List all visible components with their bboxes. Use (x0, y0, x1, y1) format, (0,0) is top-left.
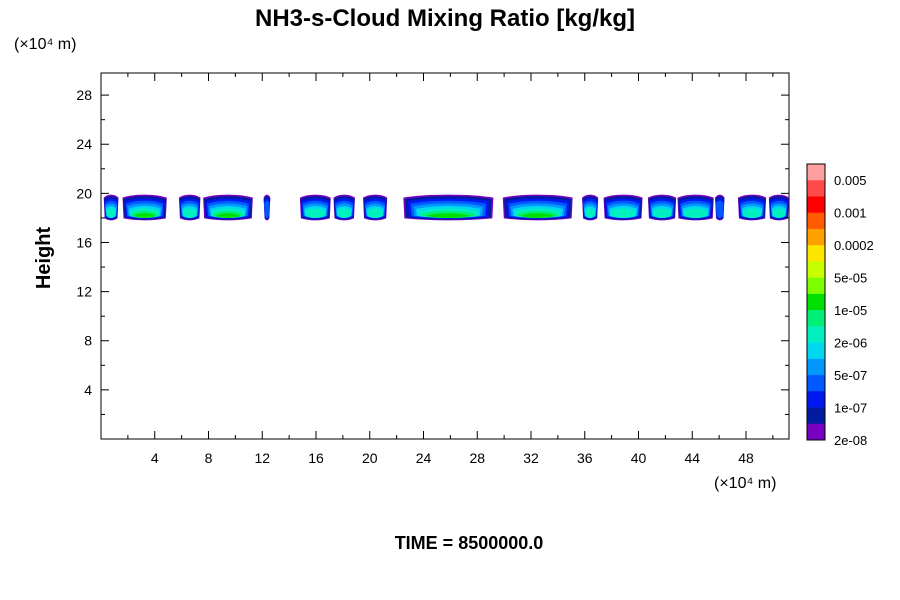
cloud-contour-level (367, 208, 384, 219)
cloud-blob (263, 194, 271, 221)
cloud-contour-level (742, 208, 762, 219)
colorbar-swatch (807, 196, 825, 214)
x-tick-label: 20 (362, 450, 378, 466)
cloud-blob (768, 194, 789, 221)
cloud-blob (582, 194, 599, 221)
cloud-contour-level (264, 200, 270, 219)
colorbar-swatch (807, 277, 825, 295)
cloud-contour-level (182, 208, 197, 219)
x-tick-label: 44 (684, 450, 700, 466)
cloud-contour-level (215, 213, 241, 219)
y-tick-label: 8 (84, 333, 92, 349)
cloud-blob (737, 194, 767, 221)
cloud-contour-level (683, 208, 708, 219)
y-tick-label: 4 (84, 382, 92, 398)
x-unit-label: (×10⁴ m) (714, 475, 776, 492)
y-unit-label: (×10⁴ m) (14, 36, 76, 53)
x-tick-label: 36 (577, 450, 593, 466)
y-tick-label: 20 (76, 185, 92, 201)
colorbar-swatch (807, 212, 825, 230)
colorbar-swatch (807, 228, 825, 246)
colorbar-label: 1e-07 (834, 401, 867, 416)
x-tick-label: 4 (151, 450, 159, 466)
colorbar-swatch (807, 375, 825, 392)
cloud-contour-level (610, 208, 636, 219)
y-tick-label: 24 (76, 136, 92, 152)
cloud-contours (103, 194, 789, 221)
x-tick-label: 32 (523, 450, 539, 466)
time-label: TIME = 8500000.0 (395, 533, 544, 553)
x-tick-label: 28 (469, 450, 485, 466)
x-tick-label: 48 (738, 450, 754, 466)
colorbar-swatch (807, 310, 825, 327)
cloud-contour-level (715, 200, 724, 219)
cloud-blob (203, 194, 253, 221)
colorbar-frame (806, 163, 826, 441)
colorbar-swatch (807, 293, 825, 311)
colorbar: 0.005 0.001 0.0002 5e-05 1e-05 2e-06 5e-07 1e-0… (806, 163, 874, 448)
cloud-contour-level (584, 208, 596, 219)
colorbar-swatch (807, 391, 825, 408)
x-tick-label: 12 (254, 450, 270, 466)
cloud-blob (333, 194, 355, 221)
plot-area (100, 72, 790, 440)
cloud-contour-level (337, 208, 352, 219)
colorbar-swatch (807, 245, 825, 262)
cloud-contour-level (106, 208, 116, 219)
colorbar-swatch (807, 342, 825, 360)
cloud-blob (363, 194, 388, 221)
x-tick-label: 24 (416, 450, 432, 466)
colorbar-swatch (807, 423, 825, 441)
cloud-contour-level (519, 213, 556, 219)
colorbar-swatch (807, 180, 825, 197)
cloud-blob (103, 194, 119, 221)
colorbar-label: 2e-08 (834, 433, 867, 448)
y-axis-label: Height (33, 227, 55, 290)
colorbar-label: 0.0002 (834, 238, 874, 253)
colorbar-label: 0.001 (834, 206, 867, 221)
cloud-blob (603, 194, 643, 221)
colorbar-swatch (807, 358, 825, 376)
chart-title: NH3-s-Cloud Mixing Ratio [kg/kg] (255, 5, 635, 32)
colorbar-swatch (807, 164, 825, 181)
colorbar-label: 0.005 (834, 173, 867, 188)
colorbar-swatch (807, 261, 825, 278)
x-tick-label: 8 (205, 450, 213, 466)
cloud-contour-level (652, 208, 672, 219)
cloud-contour-level (133, 213, 157, 219)
cloud-contour-level (305, 208, 326, 219)
colorbar-label: 2e-06 (834, 336, 867, 351)
cloud-blob (715, 194, 725, 221)
colorbar-swatch (807, 326, 825, 343)
cloud-contour-level (424, 213, 472, 219)
colorbar-swatch (807, 407, 825, 425)
cloud-blob (178, 194, 201, 221)
cloud-blob (647, 194, 677, 221)
cloud-blob (299, 194, 331, 221)
colorbar-label: 5e-05 (834, 271, 867, 286)
colorbar-label: 5e-07 (834, 368, 867, 383)
x-tick-label: 16 (308, 450, 324, 466)
y-tick-label: 16 (76, 234, 92, 250)
cloud-blob (403, 194, 494, 221)
cloud-contour-level (772, 208, 786, 219)
cloud-blob (677, 194, 714, 221)
y-tick-label: 28 (76, 87, 92, 103)
colorbar-label: 1e-05 (834, 303, 867, 318)
cloud-blob (122, 194, 167, 221)
x-tick-label: 40 (631, 450, 647, 466)
cloud-blob (502, 194, 573, 221)
y-tick-label: 12 (76, 284, 92, 300)
